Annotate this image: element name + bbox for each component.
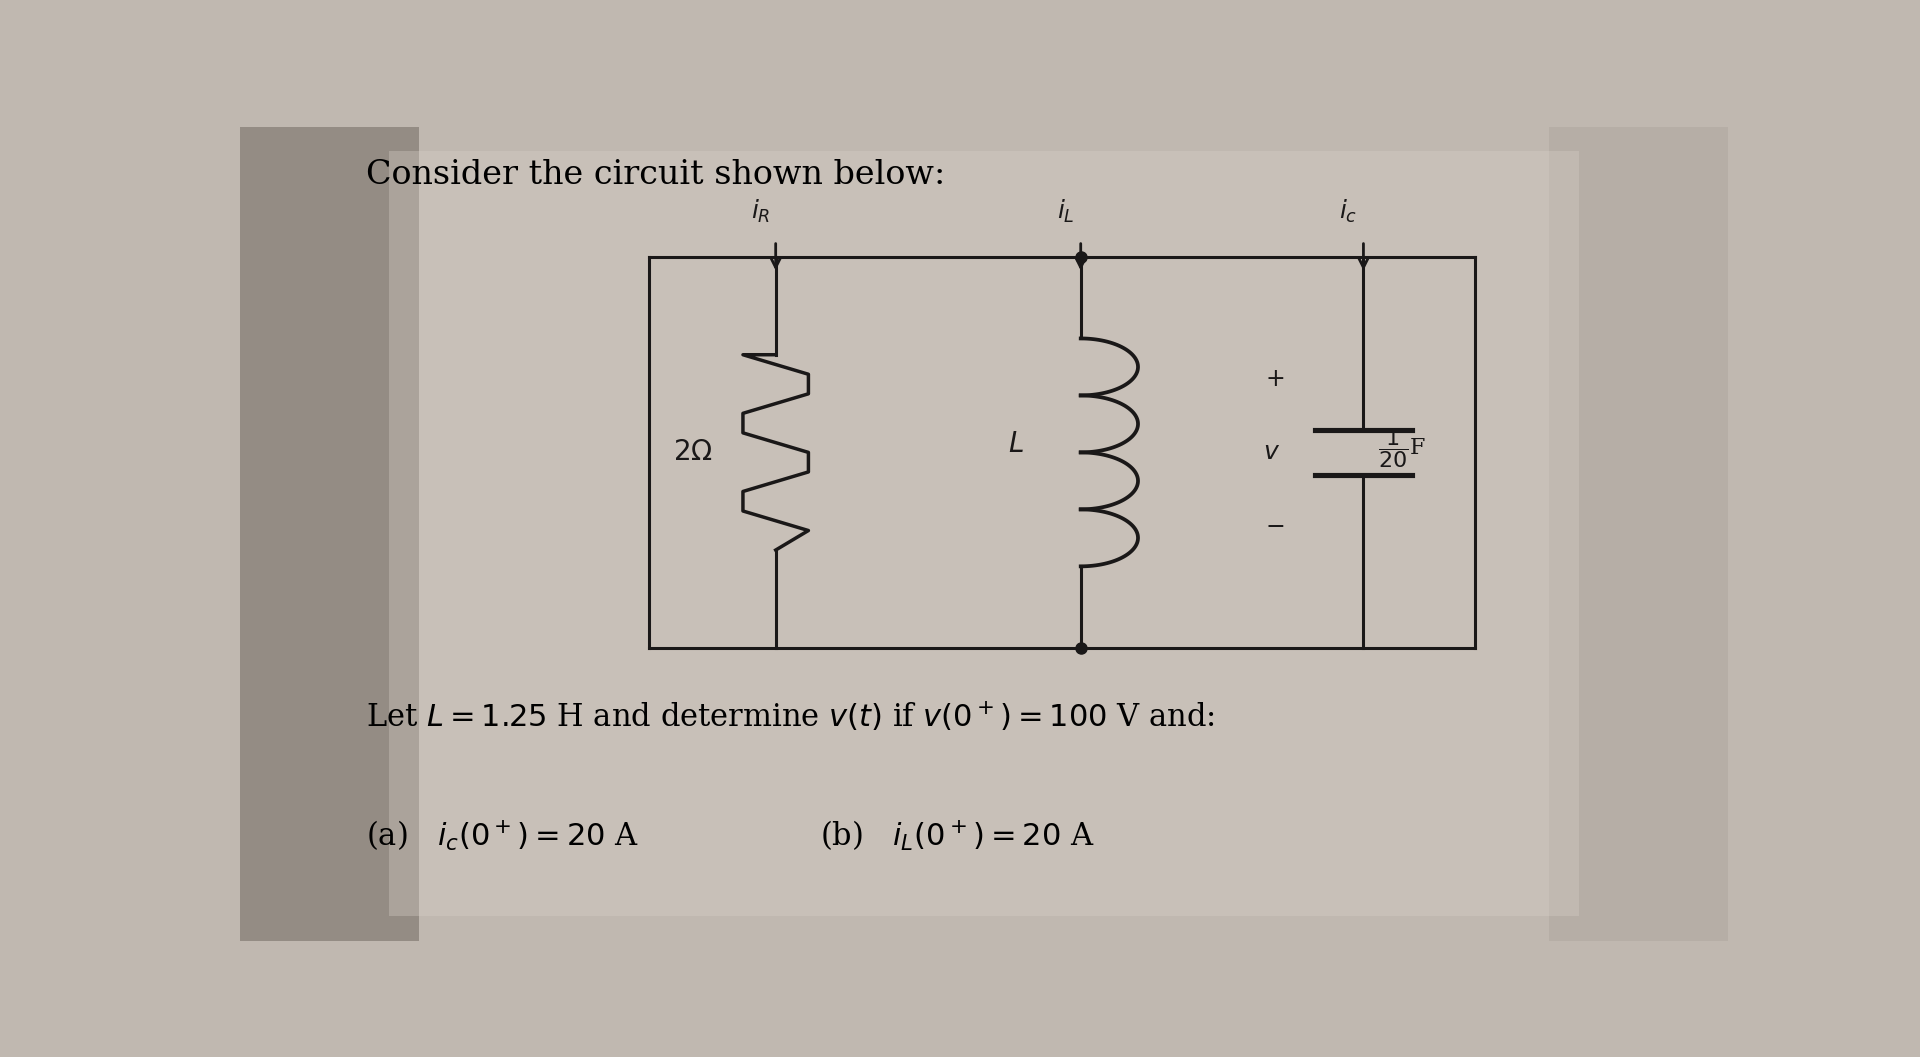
Text: $-$: $-$ [1265,514,1284,537]
Bar [1549,127,1728,941]
Text: $L$: $L$ [1008,431,1023,458]
Text: $v$: $v$ [1263,441,1281,464]
Text: $2\Omega$: $2\Omega$ [674,439,712,466]
Text: $\dfrac{1}{20}$F: $\dfrac{1}{20}$F [1379,427,1427,469]
Text: (b)   $i_L\left(0^+\right)=20$ A: (b) $i_L\left(0^+\right)=20$ A [820,818,1094,853]
Bar [388,151,1578,916]
Text: Consider the circuit shown below:: Consider the circuit shown below: [367,160,947,191]
Bar [240,127,419,941]
Text: $+$: $+$ [1265,368,1284,391]
Text: $i_R$: $i_R$ [751,198,770,224]
Text: $i_L$: $i_L$ [1058,198,1075,224]
Text: (a)   $i_c\left(0^+\right)=20$ A: (a) $i_c\left(0^+\right)=20$ A [367,818,639,853]
Text: $i_c$: $i_c$ [1340,198,1357,224]
Text: Let $L=1.25$ H and determine $v(t)$ if $v(0^+)=100$ V and:: Let $L=1.25$ H and determine $v(t)$ if $… [367,701,1215,734]
